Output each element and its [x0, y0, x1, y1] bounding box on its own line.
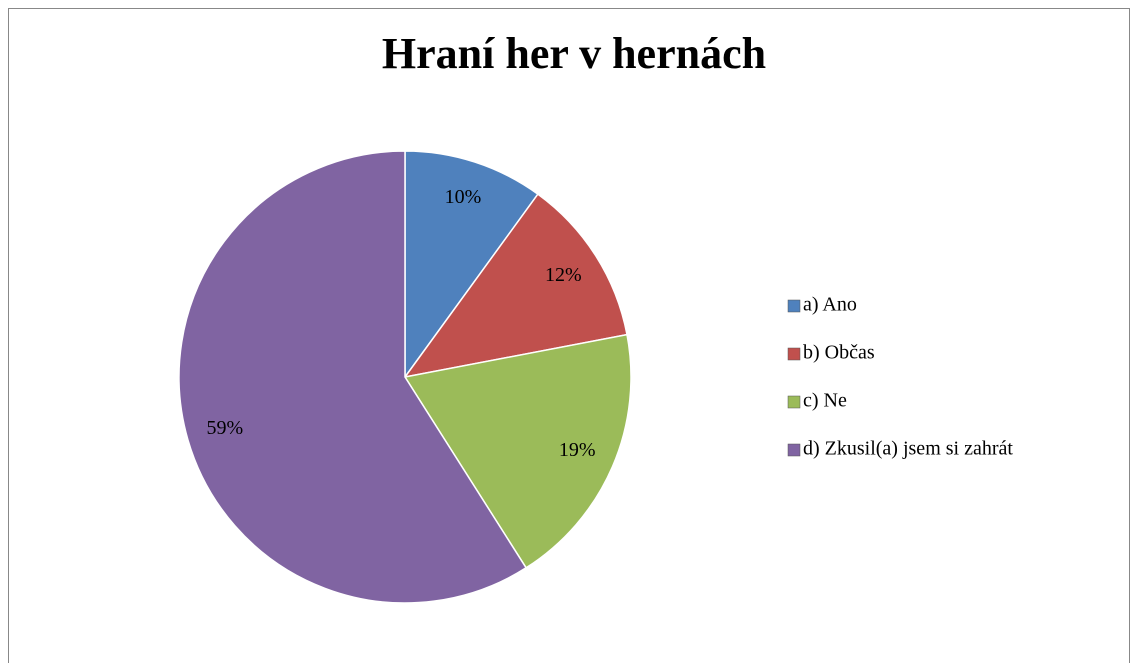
chart-title: Hraní her v hernách	[382, 29, 766, 78]
legend-label: a) Ano	[803, 294, 857, 316]
data-label: 10%	[445, 186, 482, 208]
pie-slice	[403, 193, 628, 379]
data-label: 19%	[559, 439, 596, 461]
pie-slice	[178, 150, 528, 604]
data-label: 59%	[207, 417, 244, 439]
chart-frame	[8, 8, 1130, 663]
legend-label: d) Zkusil(a) jsem si zahrát	[803, 438, 1013, 460]
legend-swatch	[787, 443, 801, 457]
pie-slice	[404, 150, 539, 380]
legend-label: b) Občas	[803, 342, 875, 364]
legend-swatch	[787, 395, 801, 409]
data-label: 12%	[545, 264, 582, 286]
legend-label: c) Ne	[803, 390, 847, 412]
legend-swatch	[787, 347, 801, 361]
pie-slice	[403, 333, 632, 569]
legend-swatch	[787, 299, 801, 313]
